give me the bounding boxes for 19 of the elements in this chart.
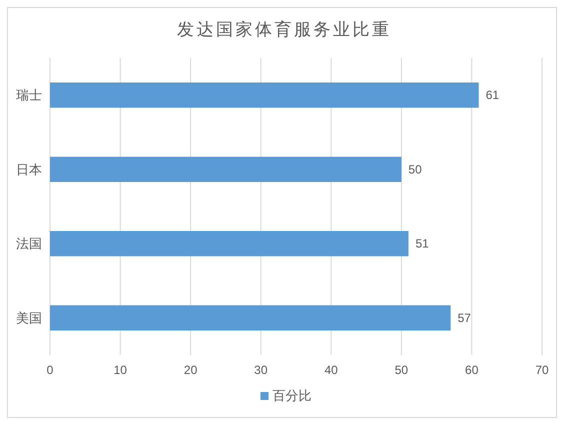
x-tick-label: 20 — [184, 363, 198, 377]
y-tick-label: 美国 — [16, 310, 42, 326]
x-tick-label: 50 — [394, 363, 408, 377]
legend: 百分比 — [260, 388, 312, 403]
data-label: 50 — [408, 162, 422, 176]
x-tick-label: 60 — [465, 363, 479, 377]
x-tick-label: 30 — [254, 363, 268, 377]
x-tick-label: 0 — [46, 363, 54, 377]
legend-label: 百分比 — [272, 388, 312, 403]
data-label: 61 — [486, 88, 500, 102]
y-tick-label: 瑞士 — [16, 88, 42, 103]
data-label: 51 — [415, 236, 430, 251]
x-tick-label: 40 — [324, 363, 338, 377]
y-tick-label: 法国 — [16, 236, 42, 252]
x-tick-label: 10 — [114, 363, 128, 377]
x-tick-label: 70 — [535, 363, 549, 377]
data-label: 57 — [458, 310, 472, 325]
y-tick-label: 日本 — [16, 162, 42, 177]
title: 发达国家体育服务业比重 — [176, 20, 392, 39]
